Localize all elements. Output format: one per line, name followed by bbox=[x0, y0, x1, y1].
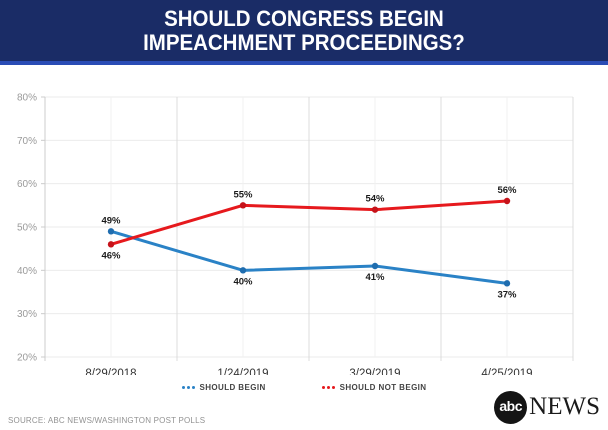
data-point bbox=[107, 241, 115, 248]
y-tick-label: 30% bbox=[17, 309, 37, 320]
data-point bbox=[503, 280, 511, 287]
abc-logo-circle-icon: abc bbox=[494, 390, 528, 424]
abc-logo-text: abc bbox=[499, 398, 522, 414]
chart-title: SHOULD CONGRESS BEGIN IMPEACHMENT PROCEE… bbox=[143, 5, 465, 55]
data-point bbox=[239, 267, 247, 274]
data-point bbox=[107, 228, 115, 235]
abc-news-logo: abc NEWS bbox=[494, 389, 600, 425]
x-tick-label: 1/24/2019 bbox=[217, 368, 268, 375]
y-tick-label: 40% bbox=[17, 266, 37, 277]
x-tick-label: 4/25/2019 bbox=[481, 368, 532, 375]
legend-label: SHOULD BEGIN bbox=[199, 383, 266, 392]
data-point-label: 49% bbox=[101, 215, 121, 226]
chart-legend: SHOULD BEGIN SHOULD NOT BEGIN bbox=[0, 383, 608, 392]
chart-title-line1: SHOULD CONGRESS BEGIN bbox=[164, 5, 444, 31]
news-wordmark: NEWS bbox=[529, 393, 600, 420]
x-tick-label: 3/29/2019 bbox=[349, 368, 400, 375]
data-point bbox=[371, 262, 379, 270]
data-point-label: 54% bbox=[365, 194, 385, 205]
legend-label: SHOULD NOT BEGIN bbox=[339, 383, 427, 392]
legend-marker-blue-dots-icon bbox=[181, 386, 195, 389]
legend-item-should-not-begin: SHOULD NOT BEGIN bbox=[321, 383, 427, 392]
data-point-label: 40% bbox=[233, 276, 253, 287]
line-chart: 20% 30% 40% 50% 60% 70% 80% 8/29/2018 1/24/2019 3… bbox=[17, 93, 574, 375]
source-attribution: SOURCE: ABC NEWS/WASHINGTON POST POLLS bbox=[8, 416, 206, 425]
series-line bbox=[109, 229, 509, 285]
y-tick-label: 20% bbox=[17, 353, 37, 364]
chart-title-line2: IMPEACHMENT PROCEEDINGS? bbox=[143, 29, 465, 55]
data-point-label: 55% bbox=[233, 189, 253, 200]
legend-item-should-begin: SHOULD BEGIN bbox=[181, 383, 266, 392]
chart-header: SHOULD CONGRESS BEGIN IMPEACHMENT PROCEE… bbox=[0, 0, 608, 65]
data-point-label: 56% bbox=[497, 185, 517, 196]
data-point-label: 37% bbox=[497, 289, 517, 300]
y-tick-label: 50% bbox=[17, 223, 37, 234]
series-line bbox=[109, 199, 509, 246]
x-tick-label: 8/29/2018 bbox=[85, 368, 136, 375]
data-point-label: 41% bbox=[365, 272, 385, 283]
data-point bbox=[503, 197, 511, 205]
legend-marker-red-dots-icon bbox=[321, 386, 335, 389]
y-tick-label: 80% bbox=[17, 93, 37, 104]
data-point bbox=[239, 202, 247, 209]
data-point-label: 46% bbox=[101, 250, 121, 261]
data-point bbox=[371, 206, 379, 213]
y-tick-label: 60% bbox=[17, 179, 37, 190]
y-tick-label: 70% bbox=[17, 136, 37, 147]
